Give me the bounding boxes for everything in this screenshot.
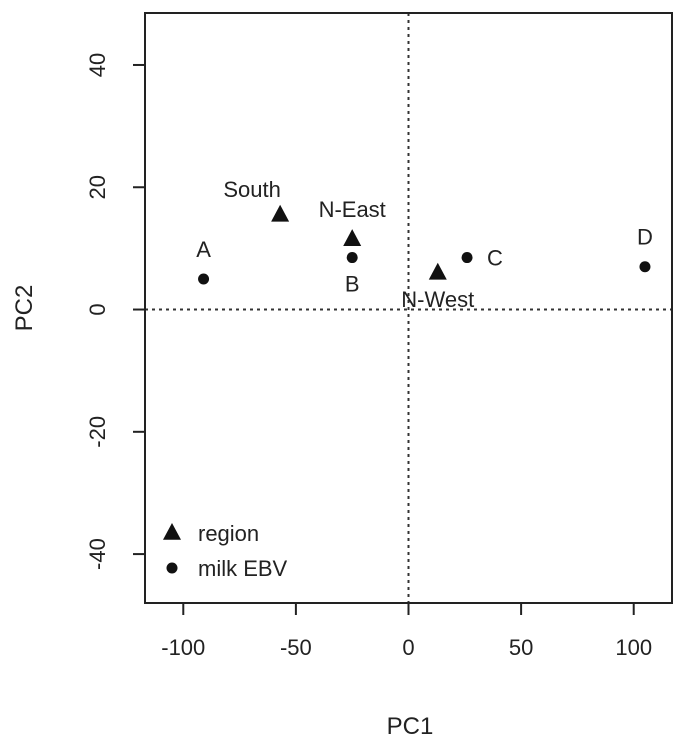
point-label-n-west: N-West	[401, 287, 474, 312]
y-tick-label: 20	[85, 175, 110, 199]
region-point-south	[271, 205, 289, 222]
point-label-south: South	[223, 177, 281, 202]
data-points	[198, 205, 650, 285]
point-label-a: A	[196, 237, 211, 262]
legend: region milk EBV	[163, 521, 288, 581]
legend-circle-icon	[167, 563, 178, 574]
milk-ebv-point-b	[347, 252, 358, 263]
point-labels: South N-East N-West A B C D	[196, 177, 653, 312]
x-tick-label: -50	[280, 635, 312, 660]
y-tick-label: -40	[85, 538, 110, 570]
x-tick-label: 100	[615, 635, 652, 660]
legend-triangle-icon	[163, 523, 181, 540]
x-tick-label: 50	[509, 635, 533, 660]
y-tick-label: -20	[85, 416, 110, 448]
point-label-c: C	[487, 246, 503, 271]
legend-entry-label: milk EBV	[198, 556, 288, 581]
x-tick-label: -100	[161, 635, 205, 660]
y-tick-label: 0	[85, 303, 110, 315]
x-tick-label: 0	[402, 635, 414, 660]
x-axis: -100 -50 0 50 100	[161, 603, 652, 660]
y-axis-title: PC2	[11, 285, 38, 332]
milk-ebv-point-c	[462, 252, 473, 263]
point-label-n-east: N-East	[319, 197, 386, 222]
point-label-d: D	[637, 225, 653, 250]
region-point-n-east	[343, 229, 361, 246]
y-tick-label: 40	[85, 53, 110, 77]
milk-ebv-point-a	[198, 273, 209, 284]
point-label-b: B	[345, 272, 360, 297]
x-axis-title: PC1	[387, 713, 434, 740]
milk-ebv-point-d	[639, 261, 650, 272]
region-point-n-west	[429, 263, 447, 280]
y-axis: -40 -20 0 20 40	[85, 53, 145, 570]
legend-entry-label: region	[198, 521, 259, 546]
